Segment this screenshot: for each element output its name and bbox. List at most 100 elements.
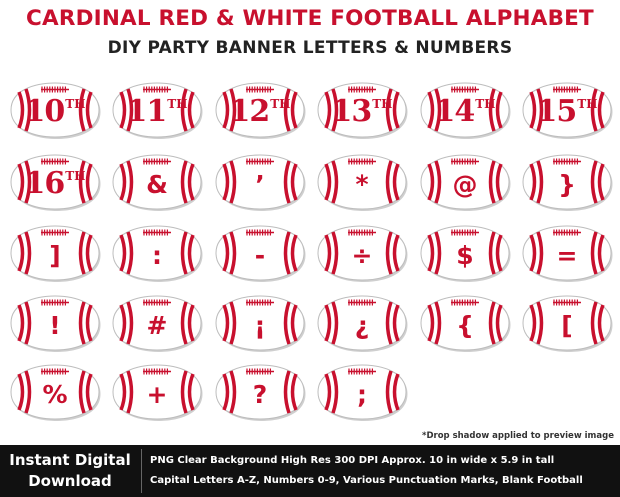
football-glyph-text: !: [49, 311, 61, 340]
football-glyph-text: +: [146, 380, 168, 409]
football-glyph: @: [419, 154, 511, 210]
football-icon: [420, 82, 511, 139]
football-icon: [112, 364, 203, 421]
football-icon: [317, 225, 408, 282]
football-18: =: [521, 225, 613, 282]
football-icon: [317, 364, 408, 421]
football-11: @: [419, 154, 511, 211]
football-15: -: [214, 225, 306, 282]
football-icon: [317, 295, 408, 352]
football-12: }: [521, 154, 613, 211]
football-26: +: [111, 364, 203, 421]
football-glyph: ’: [214, 154, 306, 210]
football-glyph: 12 TH: [214, 82, 306, 138]
instant-download-label: Instant Digital Download: [0, 445, 140, 497]
football-4: 13 TH: [316, 82, 408, 139]
football-glyph-text: ¡: [254, 311, 266, 340]
football-glyph: ¿: [316, 295, 408, 351]
football-glyph: ¡: [214, 295, 306, 351]
football-21: ¡: [214, 295, 306, 352]
football-24: [: [521, 295, 613, 352]
football-glyph: ?: [214, 364, 306, 420]
football-glyph-text: 15: [536, 94, 577, 129]
football-glyph: =: [521, 225, 613, 281]
football-8: &: [111, 154, 203, 211]
football-glyph-text: 16: [24, 166, 65, 201]
football-3: 12 TH: [214, 82, 306, 139]
football-glyph-text: *: [355, 170, 369, 199]
football-glyph-text: 10: [24, 94, 65, 129]
football-glyph: 16 TH: [9, 154, 101, 210]
football-14: :: [111, 225, 203, 282]
football-icon: [317, 154, 408, 211]
football-glyph-text: =: [556, 241, 578, 270]
football-glyph: -: [214, 225, 306, 281]
football-19: !: [9, 295, 101, 352]
football-icon: [522, 225, 613, 282]
instant-download-line1: Instant Digital: [9, 451, 131, 469]
football-ordinal-suffix: TH: [475, 97, 496, 111]
football-glyph-text: %: [42, 380, 68, 409]
football-28: ;: [316, 364, 408, 421]
football-glyph: [: [521, 295, 613, 351]
football-glyph-text: }: [558, 170, 576, 199]
football-13: ]: [9, 225, 101, 282]
football-ordinal-suffix: TH: [65, 97, 86, 111]
football-1: 10 TH: [9, 82, 101, 139]
football-glyph-text: :: [152, 241, 162, 270]
football-glyph-text: $: [456, 241, 474, 270]
football-glyph: ]: [9, 225, 101, 281]
football-icon: [215, 154, 306, 211]
football-icon: [10, 154, 101, 211]
football-icon: [522, 295, 613, 352]
football-27: ?: [214, 364, 306, 421]
football-icon: [112, 154, 203, 211]
football-17: $: [419, 225, 511, 282]
football-glyph: 15 TH: [521, 82, 613, 138]
footer-bar: Instant Digital Download PNG Clear Backg…: [0, 445, 620, 497]
football-icon: [10, 82, 101, 139]
football-glyph: !: [9, 295, 101, 351]
football-10: *: [316, 154, 408, 211]
football-glyph: *: [316, 154, 408, 210]
football-ordinal-suffix: TH: [167, 97, 188, 111]
page-title: CARDINAL RED & WHITE FOOTBALL ALPHABET: [26, 6, 594, 31]
football-icon: [215, 225, 306, 282]
football-icon: [10, 295, 101, 352]
football-glyph: {: [419, 295, 511, 351]
football-glyph: 14 TH: [419, 82, 511, 138]
football-glyph: ;: [316, 364, 408, 420]
football-glyph: }: [521, 154, 613, 210]
footer-divider: [141, 449, 142, 493]
football-icon: [215, 82, 306, 139]
football-glyph-text: @: [452, 170, 478, 199]
football-icon: [10, 364, 101, 421]
football-5: 14 TH: [419, 82, 511, 139]
football-icon: [112, 225, 203, 282]
footer-contents-line: Capital Letters A-Z, Numbers 0-9, Variou…: [150, 475, 583, 486]
football-glyph: #: [111, 295, 203, 351]
football-glyph-text: #: [146, 311, 168, 340]
football-glyph-text: ;: [357, 380, 367, 409]
football-glyph-text: 13: [331, 94, 372, 129]
football-16: ÷: [316, 225, 408, 282]
football-2: 11 TH: [111, 82, 203, 139]
football-25: %: [9, 364, 101, 421]
football-ordinal-suffix: TH: [270, 97, 291, 111]
football-glyph-text: ÷: [351, 241, 373, 270]
football-icon: [522, 82, 613, 139]
football-glyph: 10 TH: [9, 82, 101, 138]
football-glyph-text: &: [146, 170, 168, 199]
football-glyph: &: [111, 154, 203, 210]
football-glyph-text: {: [456, 311, 474, 340]
football-glyph: +: [111, 364, 203, 420]
football-glyph-text: ’: [255, 170, 265, 199]
football-glyph: %: [9, 364, 101, 420]
football-icon: [420, 154, 511, 211]
instant-download-line2: Download: [28, 472, 112, 490]
football-glyph-text: ?: [252, 380, 268, 409]
footer-specs-line: PNG Clear Background High Res 300 DPI Ap…: [150, 455, 555, 466]
football-glyph-text: [: [561, 311, 573, 340]
football-glyph: 11 TH: [111, 82, 203, 138]
football-glyph-text: -: [254, 241, 266, 270]
